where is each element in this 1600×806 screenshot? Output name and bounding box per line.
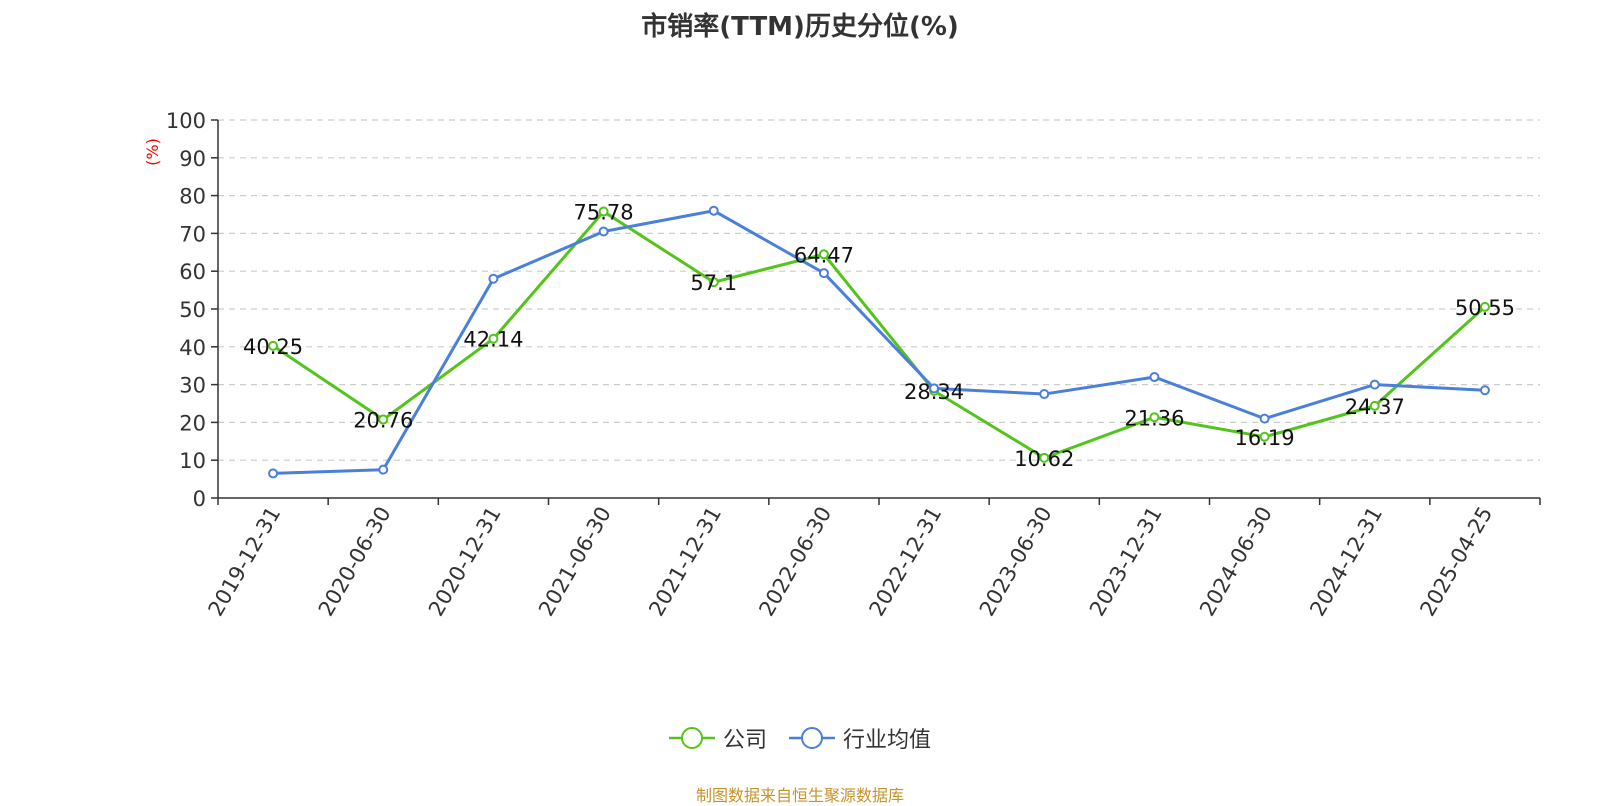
series-lines xyxy=(268,205,1490,479)
data-point-company[interactable] xyxy=(1039,452,1050,463)
legend: 公司 行业均值 xyxy=(0,722,1600,754)
data-point-industry[interactable] xyxy=(378,464,389,475)
legend-line-circle-icon xyxy=(789,727,835,749)
data-label: 21.36 xyxy=(1124,406,1184,430)
data-point-industry[interactable] xyxy=(488,273,499,284)
y-axis-label: (%) xyxy=(143,138,162,166)
data-point-company[interactable] xyxy=(818,249,829,260)
grid-lines xyxy=(218,119,1540,461)
data-point-industry[interactable] xyxy=(1479,385,1490,396)
data-point-company[interactable] xyxy=(708,277,719,288)
y-tick-label: 30 xyxy=(179,374,206,398)
data-label: 64.47 xyxy=(794,243,854,267)
data-label: 57.1 xyxy=(690,271,737,295)
data-point-company[interactable] xyxy=(268,340,279,351)
y-tick-label: 70 xyxy=(179,222,206,246)
data-label: 16.19 xyxy=(1235,426,1295,450)
legend-label-industry: 行业均值 xyxy=(843,728,932,753)
legend-item-industry[interactable]: 行业均值 xyxy=(789,722,931,754)
y-tick-label: 60 xyxy=(179,260,206,284)
x-tick-label: 2024-06-30 xyxy=(1195,503,1277,621)
data-point-company[interactable] xyxy=(1369,400,1380,411)
y-tick-label: 90 xyxy=(179,147,206,171)
data-point-industry[interactable] xyxy=(818,268,829,279)
data-point-company[interactable] xyxy=(378,414,389,425)
data-point-industry[interactable] xyxy=(1259,413,1270,424)
data-label: 42.14 xyxy=(463,328,523,352)
y-tick-label: 40 xyxy=(179,336,206,360)
x-tick-label: 2022-12-31 xyxy=(865,502,947,620)
data-point-company[interactable] xyxy=(598,206,609,217)
data-point-industry[interactable] xyxy=(1369,379,1380,390)
x-tick-label: 2023-12-31 xyxy=(1085,503,1167,621)
data-point-industry[interactable] xyxy=(1149,372,1160,383)
data-labels: 40.25 20.76 42.14 75.78 57.1 64.47 28.34 10.62 2… xyxy=(243,201,1515,471)
series-line-industry xyxy=(273,209,1485,475)
y-tick-label: 20 xyxy=(179,411,206,435)
y-tick-label: 80 xyxy=(179,185,206,209)
x-tick-label: 2022-06-30 xyxy=(754,503,836,621)
x-tick-label: 2019-12-31 xyxy=(204,503,286,621)
data-point-company[interactable] xyxy=(488,333,499,344)
x-tick-label: 2021-06-30 xyxy=(534,503,616,621)
axes: 0 10 20 30 40 50 60 70 80 90 100 2019-12-31 2020-06-… xyxy=(166,109,1541,621)
series-line-company xyxy=(272,210,1486,460)
data-point-industry[interactable] xyxy=(268,468,279,479)
legend-line-circle-icon xyxy=(668,727,715,749)
legend-item-company[interactable]: 公司 xyxy=(668,722,767,754)
data-label: 20.76 xyxy=(353,409,413,433)
data-point-company[interactable] xyxy=(1259,431,1270,442)
data-label: 24.37 xyxy=(1345,395,1405,419)
data-label: 28.34 xyxy=(904,380,964,404)
y-tick-label: 100 xyxy=(166,109,206,133)
y-tick-label: 50 xyxy=(179,298,206,322)
data-label: 50.55 xyxy=(1455,296,1515,320)
x-tick-label: 2020-06-30 xyxy=(314,503,396,621)
x-tick-label: 2024-12-31 xyxy=(1305,503,1387,621)
x-tick-label: 2023-06-30 xyxy=(975,503,1057,621)
data-label: 75.78 xyxy=(574,201,634,225)
chart-title: 市销率(TTM)历史分位(%) xyxy=(641,12,959,42)
data-point-industry[interactable] xyxy=(708,205,719,216)
x-tick-label: 2020-12-31 xyxy=(424,502,506,620)
legend-label-company: 公司 xyxy=(722,728,767,753)
y-tick-label: 0 xyxy=(193,487,206,511)
source-note: 制图数据来自恒生聚源数据库 xyxy=(695,786,904,805)
x-tick-label: 2021-12-31 xyxy=(644,503,726,621)
data-label: 10.62 xyxy=(1014,447,1074,471)
data-point-industry[interactable] xyxy=(929,383,940,394)
data-point-industry[interactable] xyxy=(1039,389,1050,400)
data-label: 40.25 xyxy=(243,335,303,359)
data-point-company[interactable] xyxy=(1149,412,1160,423)
data-point-industry[interactable] xyxy=(598,226,609,237)
data-point-company[interactable] xyxy=(1479,301,1490,312)
x-tick-label: 2025-04-25 xyxy=(1415,503,1497,621)
y-tick-label: 10 xyxy=(179,449,206,473)
